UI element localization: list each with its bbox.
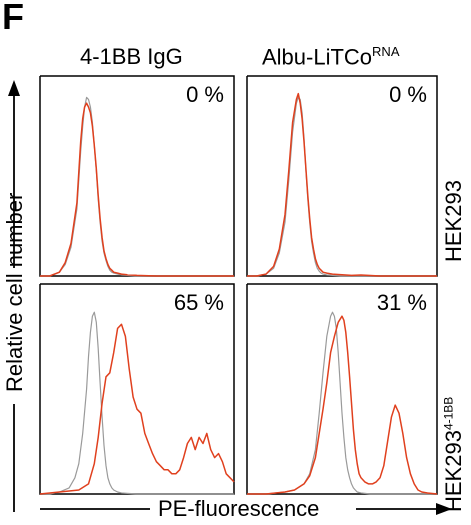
percent-positive-label: 0 %: [389, 82, 427, 107]
column-title-superscript: RNA: [372, 44, 400, 59]
sample-histogram-line: [39, 323, 235, 495]
percent-positive-label: 65 %: [174, 290, 224, 315]
histogram-panel: 31 %: [246, 283, 438, 495]
sample-histogram-line: [247, 92, 437, 277]
column-title-4-1bb-igg: 4-1BB IgG: [80, 44, 183, 69]
y-arrow-head: [8, 80, 20, 96]
control-histogram-line: [40, 311, 234, 495]
sample-histogram-line: [40, 102, 234, 277]
control-histogram-line: [247, 311, 437, 495]
column-title-albu-litco: Albu-LiTCoRNA: [262, 44, 400, 70]
x-axis-label: PE-fluorescence: [158, 496, 320, 521]
axis-arrows: [8, 80, 452, 515]
histogram-panel: 65 %: [39, 283, 235, 495]
panel-frame: [39, 283, 235, 495]
percent-positive-label: 31 %: [377, 290, 427, 315]
histogram-panel: 0 %: [39, 75, 235, 277]
histogram-panel: 0 %: [246, 75, 438, 277]
control-histogram-line: [247, 96, 437, 277]
x-arrow-head: [436, 503, 452, 515]
panel-letter: F: [2, 0, 24, 37]
sample-histogram-line: [247, 315, 438, 495]
column-title-albu-litco-text: Albu-LiTCo: [262, 44, 373, 70]
percent-positive-label: 0 %: [186, 82, 224, 107]
